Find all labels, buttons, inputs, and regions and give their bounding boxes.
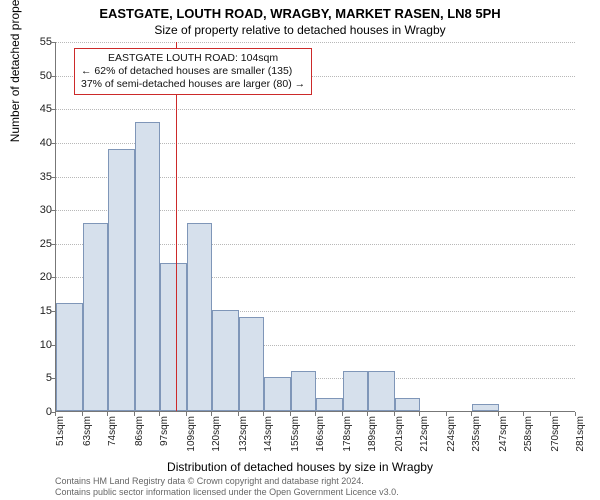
x-tick-label: 235sqm bbox=[471, 416, 482, 466]
y-tick-mark bbox=[51, 311, 55, 312]
x-tick-label: 86sqm bbox=[134, 416, 145, 466]
gridline bbox=[56, 109, 575, 110]
histogram-bar bbox=[291, 371, 316, 411]
y-tick-label: 40 bbox=[24, 137, 52, 149]
annotation-line: ← 62% of detached houses are smaller (13… bbox=[81, 65, 305, 78]
y-tick-label: 30 bbox=[24, 204, 52, 216]
reference-marker bbox=[176, 42, 178, 411]
footer-line: Contains public sector information licen… bbox=[55, 487, 590, 498]
y-tick-label: 15 bbox=[24, 305, 52, 317]
histogram-bar bbox=[160, 263, 187, 411]
y-tick-mark bbox=[51, 277, 55, 278]
y-tick-label: 25 bbox=[24, 238, 52, 250]
x-tick-label: 97sqm bbox=[159, 416, 170, 466]
y-tick-mark bbox=[51, 76, 55, 77]
annotation-box: EASTGATE LOUTH ROAD: 104sqm← 62% of deta… bbox=[74, 48, 312, 95]
x-tick-label: 120sqm bbox=[211, 416, 222, 466]
y-tick-label: 50 bbox=[24, 70, 52, 82]
histogram-bar bbox=[368, 371, 395, 411]
histogram-bar bbox=[264, 377, 291, 411]
histogram-bar bbox=[395, 398, 420, 411]
x-tick-label: 109sqm bbox=[186, 416, 197, 466]
histogram-chart: EASTGATE LOUTH ROAD: 104sqm← 62% of deta… bbox=[55, 42, 575, 412]
histogram-bar bbox=[56, 303, 83, 411]
histogram-bar bbox=[239, 317, 264, 411]
y-tick-label: 20 bbox=[24, 271, 52, 283]
x-tick-label: 212sqm bbox=[419, 416, 430, 466]
y-tick-mark bbox=[51, 109, 55, 110]
x-tick-label: 143sqm bbox=[263, 416, 274, 466]
x-tick-label: 166sqm bbox=[315, 416, 326, 466]
histogram-bar bbox=[343, 371, 368, 411]
y-tick-mark bbox=[51, 345, 55, 346]
gridline bbox=[56, 143, 575, 144]
x-tick-label: 155sqm bbox=[290, 416, 301, 466]
x-tick-label: 258sqm bbox=[523, 416, 534, 466]
y-tick-mark bbox=[51, 210, 55, 211]
attribution-footer: Contains HM Land Registry data © Crown c… bbox=[55, 476, 590, 498]
x-tick-label: 247sqm bbox=[498, 416, 509, 466]
histogram-bar bbox=[108, 149, 135, 411]
footer-line: Contains HM Land Registry data © Crown c… bbox=[55, 476, 590, 487]
y-tick-mark bbox=[51, 378, 55, 379]
x-tick-label: 270sqm bbox=[550, 416, 561, 466]
annotation-line: 37% of semi-detached houses are larger (… bbox=[81, 78, 305, 91]
x-tick-label: 224sqm bbox=[446, 416, 457, 466]
x-tick-label: 51sqm bbox=[55, 416, 66, 466]
histogram-bar bbox=[316, 398, 343, 411]
histogram-bar bbox=[212, 310, 239, 411]
y-tick-label: 35 bbox=[24, 171, 52, 183]
x-tick-label: 74sqm bbox=[107, 416, 118, 466]
histogram-bar bbox=[83, 223, 108, 411]
y-tick-mark bbox=[51, 143, 55, 144]
x-tick-label: 178sqm bbox=[342, 416, 353, 466]
title-sub: Size of property relative to detached ho… bbox=[0, 21, 600, 41]
y-axis-label: Number of detached properties bbox=[8, 0, 22, 142]
y-tick-label: 45 bbox=[24, 103, 52, 115]
x-tick-label: 63sqm bbox=[82, 416, 93, 466]
x-tick-label: 189sqm bbox=[367, 416, 378, 466]
title-main: EASTGATE, LOUTH ROAD, WRAGBY, MARKET RAS… bbox=[0, 0, 600, 21]
y-tick-label: 55 bbox=[24, 36, 52, 48]
x-tick-label: 201sqm bbox=[394, 416, 405, 466]
y-tick-label: 10 bbox=[24, 339, 52, 351]
y-tick-label: 5 bbox=[24, 372, 52, 384]
histogram-bar bbox=[187, 223, 212, 411]
y-tick-label: 0 bbox=[24, 406, 52, 418]
y-tick-mark bbox=[51, 42, 55, 43]
y-tick-mark bbox=[51, 177, 55, 178]
histogram-bar bbox=[472, 404, 499, 411]
x-tick-label: 132sqm bbox=[238, 416, 249, 466]
histogram-bar bbox=[135, 122, 160, 411]
x-tick-label: 281sqm bbox=[575, 416, 586, 466]
annotation-line: EASTGATE LOUTH ROAD: 104sqm bbox=[81, 52, 305, 65]
gridline bbox=[56, 42, 575, 43]
y-tick-mark bbox=[51, 244, 55, 245]
